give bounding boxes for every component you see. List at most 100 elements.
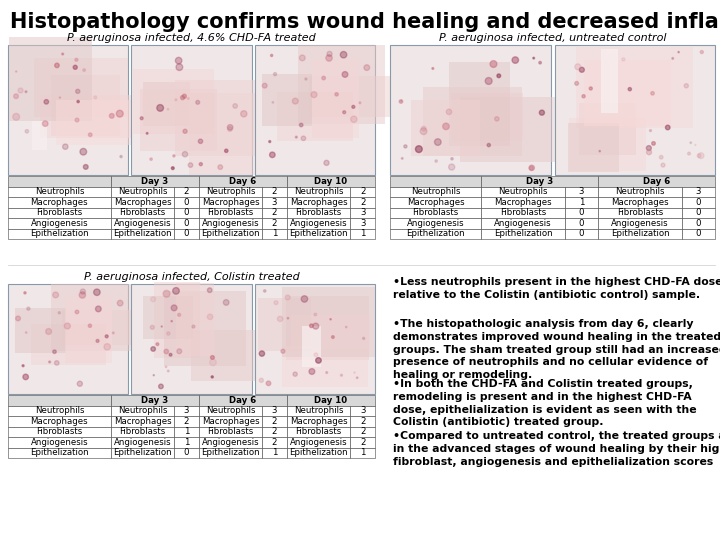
Circle shape [314, 353, 318, 356]
Text: 2: 2 [360, 438, 366, 447]
Circle shape [176, 64, 183, 71]
Bar [8, 284, 128, 394]
Text: 1: 1 [360, 230, 366, 238]
Bar [199, 218, 262, 228]
Bar [199, 197, 262, 207]
Text: Angiogenesis: Angiogenesis [30, 219, 88, 228]
Circle shape [665, 125, 670, 130]
Circle shape [233, 104, 238, 108]
Bar [154, 282, 200, 357]
Circle shape [269, 140, 271, 143]
Bar [199, 406, 262, 416]
Circle shape [315, 357, 321, 363]
Text: •Compared to untreated control, the treated groups are
in the advanced stages of: •Compared to untreated control, the trea… [393, 431, 720, 467]
Bar [598, 176, 715, 186]
Bar [287, 207, 351, 218]
Circle shape [311, 92, 317, 98]
Bar [174, 448, 199, 458]
Text: P. aeruginosa infected, untreated control: P. aeruginosa infected, untreated contro… [438, 33, 666, 43]
Bar [111, 218, 174, 228]
Text: Epithelization: Epithelization [289, 230, 348, 238]
Circle shape [432, 68, 433, 70]
Circle shape [64, 323, 71, 329]
Text: Neutrophils: Neutrophils [117, 187, 167, 196]
Bar [351, 406, 375, 416]
Circle shape [264, 290, 266, 292]
Bar [287, 395, 375, 406]
Circle shape [94, 289, 100, 295]
Circle shape [485, 78, 492, 84]
Circle shape [310, 324, 313, 328]
Bar [569, 118, 646, 172]
Circle shape [672, 58, 674, 59]
Bar [111, 395, 199, 406]
Bar [287, 296, 369, 360]
Circle shape [322, 76, 325, 80]
Text: Fibroblasts: Fibroblasts [120, 208, 166, 217]
Text: Fibroblasts: Fibroblasts [36, 427, 83, 436]
Circle shape [228, 127, 233, 131]
Circle shape [210, 359, 216, 366]
Bar [449, 62, 510, 146]
Text: Macrophages: Macrophages [114, 198, 171, 207]
Circle shape [341, 374, 343, 376]
Bar [8, 218, 111, 228]
Circle shape [75, 118, 79, 122]
Circle shape [529, 165, 534, 171]
Circle shape [161, 326, 162, 327]
Circle shape [53, 350, 56, 354]
Bar [199, 395, 287, 406]
Bar [175, 80, 266, 156]
Circle shape [529, 166, 534, 170]
Circle shape [295, 136, 297, 138]
Bar [262, 186, 287, 197]
Circle shape [359, 102, 361, 104]
Text: 1: 1 [184, 438, 189, 447]
Circle shape [684, 84, 688, 88]
Bar [481, 218, 565, 228]
Circle shape [228, 125, 233, 130]
Text: Epithelization: Epithelization [201, 448, 260, 457]
Circle shape [104, 343, 110, 350]
Circle shape [582, 94, 585, 98]
Circle shape [14, 94, 19, 99]
Circle shape [589, 87, 593, 90]
Circle shape [575, 64, 581, 70]
Circle shape [218, 165, 222, 170]
Circle shape [622, 58, 625, 61]
Bar [9, 37, 92, 121]
Circle shape [89, 133, 92, 137]
Circle shape [327, 51, 332, 57]
Circle shape [281, 349, 285, 353]
Bar [585, 60, 670, 126]
Text: 2: 2 [360, 417, 366, 426]
Bar [683, 186, 715, 197]
Bar [174, 427, 199, 437]
Text: 1: 1 [360, 448, 366, 457]
Circle shape [651, 92, 654, 95]
Circle shape [171, 167, 174, 170]
Circle shape [117, 110, 123, 117]
Text: Day 6: Day 6 [229, 177, 256, 186]
Bar [111, 176, 199, 186]
Bar [174, 197, 199, 207]
Circle shape [196, 100, 199, 104]
Text: •The histopathologic analysis from day 6, clearly
demonstrates improved wound he: •The histopathologic analysis from day 6… [393, 319, 720, 380]
Bar [111, 197, 174, 207]
Circle shape [599, 151, 600, 152]
Circle shape [225, 149, 228, 152]
Text: 3: 3 [272, 198, 277, 207]
Circle shape [13, 113, 19, 120]
Text: •In both the CHD-FA and Colistin treated groups,
remodeling is present and in th: •In both the CHD-FA and Colistin treated… [393, 379, 697, 427]
Bar [199, 437, 262, 448]
Text: Day 6: Day 6 [643, 177, 670, 186]
Circle shape [156, 343, 159, 346]
Bar [282, 346, 368, 388]
Bar [601, 49, 618, 112]
Circle shape [22, 364, 24, 367]
Circle shape [55, 63, 59, 68]
Circle shape [53, 292, 58, 298]
Circle shape [652, 141, 655, 145]
Circle shape [79, 292, 86, 298]
Circle shape [140, 117, 143, 120]
